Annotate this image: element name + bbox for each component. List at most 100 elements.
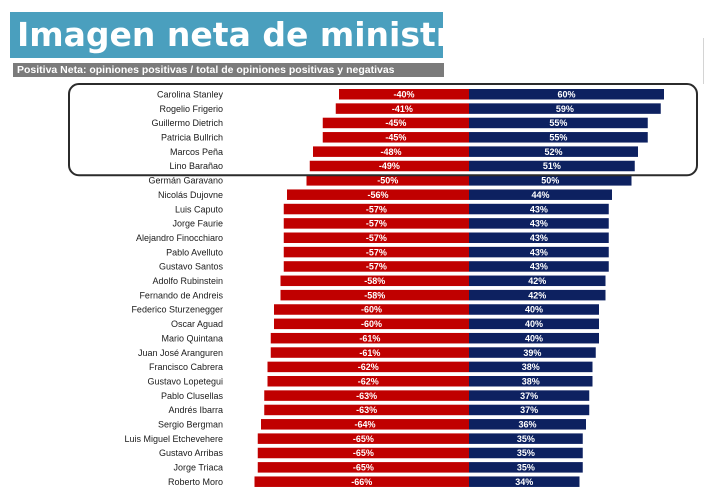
positive-bar: [469, 304, 599, 315]
category-label: Gustavo Arribas: [159, 448, 224, 458]
negative-bar: [274, 318, 469, 330]
positive-value-label: 43%: [530, 262, 548, 272]
category-label: Gustavo Santos: [159, 262, 224, 272]
positive-bar: [469, 462, 583, 473]
positive-value-label: 40%: [525, 333, 543, 343]
positive-value-label: 51%: [543, 161, 561, 171]
positive-value-label: 59%: [556, 104, 574, 114]
negative-bar: [283, 232, 469, 243]
positive-value-label: 55%: [549, 118, 567, 128]
positive-value-label: 43%: [530, 247, 548, 257]
positive-bar: [469, 261, 609, 272]
negative-bar: [254, 476, 469, 487]
negative-value-label: -57%: [366, 262, 387, 272]
positive-bar: [469, 419, 586, 430]
positive-value-label: 39%: [523, 348, 541, 358]
positive-bar: [469, 476, 580, 487]
negative-bar: [280, 275, 469, 287]
category-label: Alejandro Finocchiaro: [136, 233, 223, 243]
negative-value-label: -49%: [379, 161, 400, 171]
category-label: Pablo Clusellas: [161, 391, 224, 401]
positive-value-label: 36%: [518, 420, 536, 430]
category-label: Patricia Bullrich: [161, 133, 223, 143]
positive-bar: [469, 376, 593, 387]
category-label: Adolfo Rubinstein: [152, 276, 223, 286]
positive-bar: [469, 433, 583, 444]
positive-value-label: 42%: [528, 276, 546, 286]
category-label: Luis Caputo: [175, 204, 223, 214]
negative-bar: [264, 404, 469, 416]
positive-value-label: 35%: [517, 434, 535, 444]
category-label: Luis Miguel Etchevehere: [124, 434, 223, 444]
positive-value-label: 35%: [517, 463, 535, 473]
negative-value-label: -58%: [364, 290, 385, 300]
positive-value-label: 37%: [520, 391, 538, 401]
positive-bar: [469, 132, 648, 143]
category-label: Carolina Stanley: [157, 89, 224, 99]
positive-bar: [469, 332, 599, 344]
edge-divider: [703, 38, 704, 84]
positive-value-label: 60%: [557, 89, 575, 99]
negative-bar: [283, 246, 469, 258]
positive-bar: [469, 89, 664, 100]
positive-bar: [469, 189, 612, 200]
category-label: Federico Sturzenegger: [131, 305, 223, 315]
positive-value-label: 34%: [515, 477, 533, 487]
negative-value-label: -65%: [353, 448, 374, 458]
positive-bar: [469, 361, 593, 373]
positive-value-label: 52%: [544, 147, 562, 157]
positive-bar: [469, 347, 596, 358]
negative-bar: [335, 103, 469, 114]
positive-bar: [469, 203, 609, 215]
positive-bar: [469, 318, 599, 330]
category-label: Francisco Cabrera: [149, 362, 223, 372]
category-label: Germán Garavano: [148, 176, 223, 186]
positive-bar: [469, 447, 583, 459]
negative-bar: [283, 203, 469, 215]
negative-value-label: -63%: [356, 405, 377, 415]
negative-value-label: -45%: [385, 118, 406, 128]
negative-value-label: -62%: [358, 376, 379, 386]
negative-bar: [274, 304, 469, 315]
negative-value-label: -60%: [361, 305, 382, 315]
negative-value-label: -41%: [392, 104, 413, 114]
positive-bar: [469, 404, 590, 416]
negative-value-label: -66%: [351, 477, 372, 487]
negative-bar: [283, 218, 469, 229]
category-label: Jorge Faurie: [172, 219, 223, 229]
positive-bar: [469, 289, 606, 301]
page-title: Imagen neta de ministros: [10, 12, 443, 58]
category-label: Guillermo Dietrich: [151, 118, 223, 128]
positive-value-label: 37%: [520, 405, 538, 415]
category-label: Fernando de Andreis: [139, 290, 223, 300]
negative-bar: [339, 89, 469, 100]
category-label: Rogelio Frigerio: [159, 104, 223, 114]
negative-bar: [257, 447, 469, 459]
category-label: Jorge Triaca: [173, 463, 223, 473]
negative-value-label: -62%: [358, 362, 379, 372]
positive-bar: [469, 275, 606, 287]
category-label: Lino Barañao: [169, 161, 223, 171]
category-label: Pablo Avelluto: [166, 247, 223, 257]
category-label: Andrés Ibarra: [168, 405, 223, 415]
positive-bar: [469, 175, 632, 186]
positive-value-label: 40%: [525, 319, 543, 329]
negative-value-label: -61%: [359, 333, 380, 343]
negative-value-label: -63%: [356, 391, 377, 401]
negative-value-label: -40%: [393, 89, 414, 99]
negative-value-label: -48%: [380, 147, 401, 157]
positive-value-label: 43%: [530, 233, 548, 243]
negative-value-label: -57%: [366, 219, 387, 229]
positive-value-label: 38%: [522, 376, 540, 386]
positive-bar: [469, 117, 648, 129]
negative-bar: [309, 160, 469, 172]
negative-bar: [283, 261, 469, 272]
category-label: Juan José Aranguren: [138, 348, 223, 358]
negative-bar: [313, 146, 469, 157]
negative-bar: [287, 189, 469, 200]
positive-value-label: 43%: [530, 219, 548, 229]
negative-value-label: -57%: [366, 247, 387, 257]
negative-value-label: -57%: [366, 233, 387, 243]
positive-value-label: 43%: [530, 204, 548, 214]
